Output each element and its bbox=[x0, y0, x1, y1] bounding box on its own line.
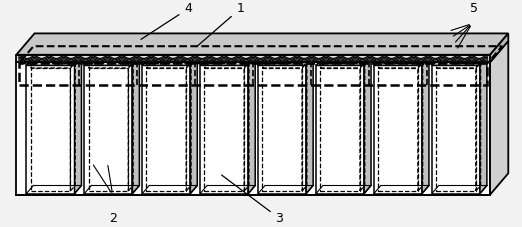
Polygon shape bbox=[306, 57, 313, 194]
Polygon shape bbox=[316, 57, 371, 65]
Polygon shape bbox=[248, 57, 255, 194]
Text: 3: 3 bbox=[221, 175, 283, 225]
Text: 5: 5 bbox=[470, 2, 479, 15]
Polygon shape bbox=[490, 41, 508, 195]
Text: 1: 1 bbox=[198, 2, 244, 45]
Polygon shape bbox=[200, 57, 255, 65]
Text: 4: 4 bbox=[141, 2, 192, 39]
Polygon shape bbox=[27, 65, 75, 194]
Polygon shape bbox=[16, 62, 490, 195]
Polygon shape bbox=[422, 57, 429, 194]
Polygon shape bbox=[316, 65, 364, 194]
Polygon shape bbox=[27, 57, 81, 65]
Polygon shape bbox=[16, 55, 490, 62]
Polygon shape bbox=[432, 57, 487, 65]
Polygon shape bbox=[374, 57, 429, 65]
Polygon shape bbox=[258, 57, 313, 65]
Polygon shape bbox=[85, 65, 133, 194]
Polygon shape bbox=[191, 57, 197, 194]
Polygon shape bbox=[75, 57, 81, 194]
Polygon shape bbox=[143, 65, 191, 194]
Polygon shape bbox=[258, 65, 306, 194]
Polygon shape bbox=[432, 65, 480, 194]
Text: 2: 2 bbox=[109, 212, 116, 225]
Polygon shape bbox=[200, 65, 248, 194]
Polygon shape bbox=[374, 65, 422, 194]
Polygon shape bbox=[16, 33, 508, 55]
Polygon shape bbox=[85, 57, 139, 65]
Polygon shape bbox=[143, 57, 197, 65]
Polygon shape bbox=[133, 57, 139, 194]
Polygon shape bbox=[364, 57, 371, 194]
Polygon shape bbox=[490, 33, 508, 62]
Polygon shape bbox=[480, 57, 487, 194]
